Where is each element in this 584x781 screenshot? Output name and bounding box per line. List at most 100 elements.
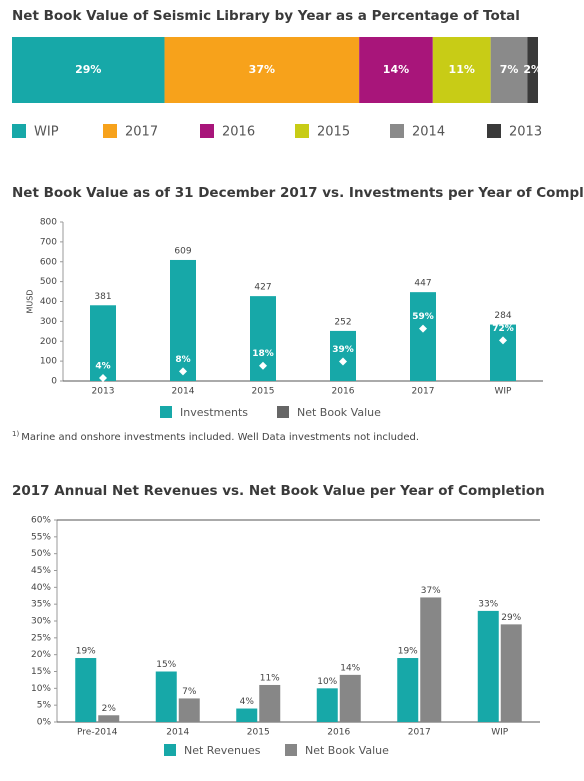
data-label: 15% <box>156 660 176 670</box>
x-tick-label: 2013 <box>92 387 115 397</box>
legend-swatch <box>277 406 289 418</box>
legend-swatch <box>12 124 26 138</box>
legend-label: Net Book Value <box>305 744 389 757</box>
y-tick-label: 400 <box>40 297 57 307</box>
x-tick-label: Pre-2014 <box>77 728 118 738</box>
bar-segment <box>164 37 360 103</box>
legend-swatch <box>200 124 214 138</box>
legend-swatch <box>295 124 309 138</box>
bar-segment <box>359 37 433 103</box>
diamond-marker <box>259 361 267 370</box>
bar <box>500 624 522 722</box>
footnote: Marine and onshore investments included.… <box>21 432 419 443</box>
data-label: 447 <box>414 279 431 289</box>
data-label: 8% <box>175 355 190 365</box>
y-tick-label: 600 <box>40 257 57 267</box>
y-tick-label: 5% <box>37 701 52 711</box>
legend-label: Investments <box>180 406 248 419</box>
bar <box>330 330 356 381</box>
legend-swatch <box>390 124 404 138</box>
y-tick-label: 55% <box>31 532 51 542</box>
data-label: 7% <box>182 687 197 697</box>
data-label: 4% <box>240 697 255 707</box>
bar-segment <box>432 37 491 103</box>
bar <box>420 597 442 722</box>
data-label: 19% <box>76 647 96 657</box>
bar <box>170 259 196 381</box>
x-tick-label: 2014 <box>166 728 189 738</box>
y-axis-label: MUSD <box>26 290 35 314</box>
y-tick-label: 300 <box>40 317 57 327</box>
data-label: 11% <box>449 63 475 76</box>
x-tick-label: 2016 <box>332 387 355 397</box>
bar <box>75 658 97 722</box>
y-tick-label: 800 <box>40 218 57 228</box>
data-label: 14% <box>340 663 360 673</box>
data-label: 2% <box>102 704 117 714</box>
data-label: 2% <box>523 63 542 76</box>
y-tick-label: 30% <box>31 617 51 627</box>
bar <box>477 610 499 722</box>
diamond-marker <box>99 373 107 382</box>
legend-swatch <box>160 406 172 418</box>
footnote-marker: 1) <box>12 430 19 438</box>
data-label: 609 <box>174 246 191 256</box>
y-tick-label: 25% <box>31 633 51 643</box>
x-tick-label: 2016 <box>327 728 350 738</box>
diamond-marker <box>499 336 507 345</box>
x-tick-label: 2014 <box>172 387 195 397</box>
data-label: 427 <box>254 283 271 293</box>
bar <box>410 292 436 381</box>
data-label: 39% <box>332 345 354 355</box>
y-tick-label: 15% <box>31 667 51 677</box>
y-tick-label: 45% <box>31 566 51 576</box>
bar <box>339 674 361 722</box>
bar <box>490 324 516 381</box>
data-label: 252 <box>334 317 351 327</box>
y-tick-label: 40% <box>31 583 51 593</box>
data-label: 11% <box>260 673 280 683</box>
legend-label: Net Revenues <box>184 744 261 757</box>
data-label: 59% <box>412 312 434 322</box>
y-tick-label: 700 <box>40 237 57 247</box>
legend-label: 2014 <box>412 125 445 140</box>
y-tick-label: 200 <box>40 337 57 347</box>
data-label: 381 <box>94 292 111 302</box>
data-label: 7% <box>500 63 519 76</box>
x-tick-label: WIP <box>495 387 513 397</box>
bar <box>236 708 258 722</box>
legend-label: WIP <box>34 125 59 140</box>
bar <box>397 658 419 722</box>
legend-swatch <box>164 744 176 756</box>
y-tick-label: 10% <box>31 684 51 694</box>
data-label: 33% <box>478 599 498 609</box>
data-label: 4% <box>95 361 110 371</box>
bar <box>316 688 338 722</box>
legend-swatch <box>103 124 117 138</box>
bar <box>98 715 120 722</box>
chart-title: Net Book Value as of 31 December 2017 vs… <box>12 185 584 201</box>
y-tick-label: 50% <box>31 549 51 559</box>
legend-swatch <box>285 744 297 756</box>
data-label: 72% <box>492 324 514 334</box>
bar <box>155 671 177 722</box>
y-tick-label: 100 <box>40 357 57 367</box>
diamond-marker <box>179 367 187 376</box>
x-tick-label: 2017 <box>412 387 435 397</box>
data-label: 284 <box>494 311 511 321</box>
x-tick-label: 2015 <box>247 728 270 738</box>
legend-label: Net Book Value <box>297 406 381 419</box>
legend-label: 2017 <box>125 125 158 140</box>
y-tick-label: 500 <box>40 277 57 287</box>
y-tick-label: 0 <box>51 377 57 387</box>
legend-swatch <box>487 124 501 138</box>
data-label: 19% <box>398 647 418 657</box>
data-label: 29% <box>75 63 101 76</box>
y-tick-label: 60% <box>31 516 51 526</box>
bar-segment <box>527 37 538 103</box>
diamond-marker <box>339 357 347 366</box>
data-label: 37% <box>249 63 275 76</box>
diamond-marker <box>419 324 427 333</box>
bar-segment <box>490 37 528 103</box>
chart-title: Net Book Value of Seismic Library by Yea… <box>12 8 520 24</box>
